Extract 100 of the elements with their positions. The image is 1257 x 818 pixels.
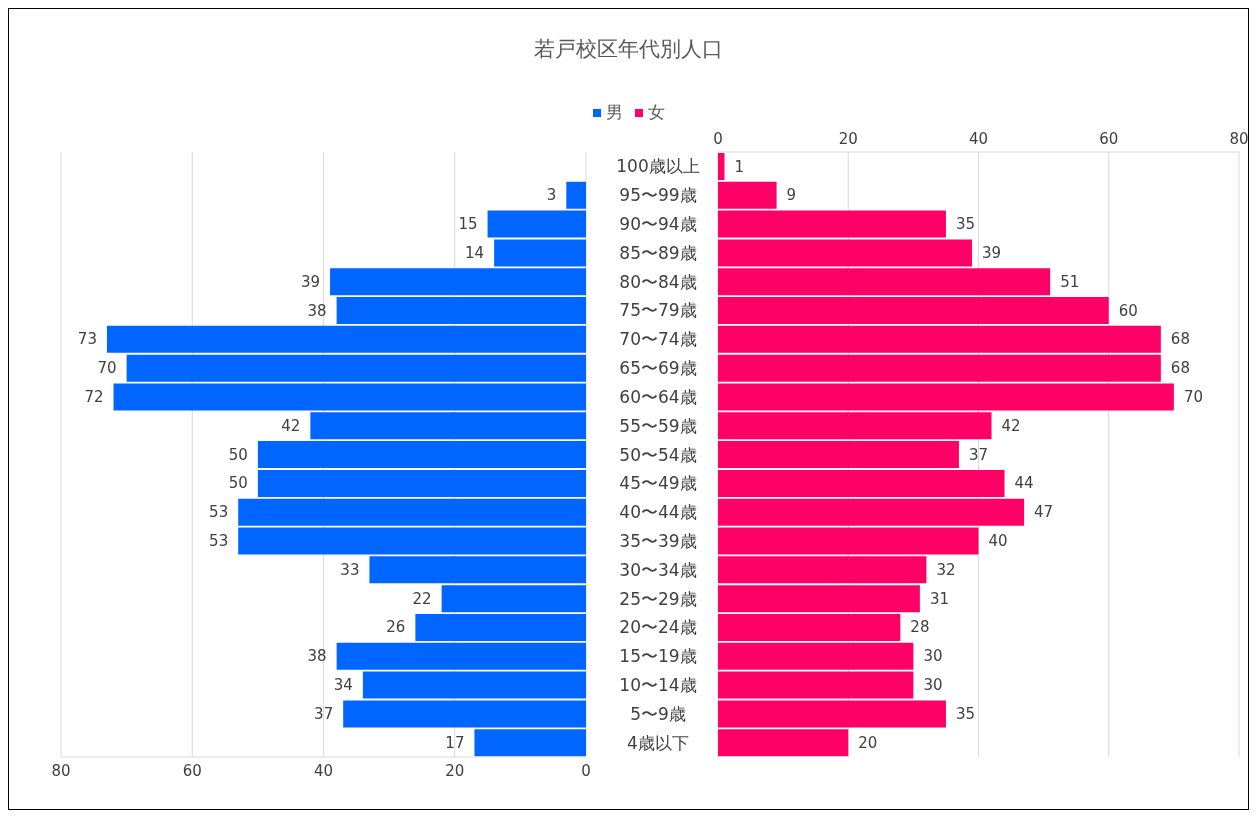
data-label: 14	[465, 243, 485, 262]
data-label: 30	[923, 647, 943, 666]
data-label: 51	[1060, 272, 1080, 291]
y-tick-label: 25〜29歳	[619, 588, 697, 609]
data-label: 70	[97, 359, 117, 378]
data-label: 38	[307, 301, 327, 320]
data-label: 60	[1118, 301, 1138, 320]
data-label: 39	[300, 272, 321, 291]
y-tick-label: 65〜69歳	[619, 358, 697, 379]
x-tick-label: 60	[182, 761, 202, 780]
data-label: 9	[786, 186, 797, 205]
bar	[718, 498, 1025, 526]
y-tick-label: 50〜54歳	[619, 444, 697, 465]
x-tick-label: 20	[445, 761, 465, 780]
data-label: 72	[84, 387, 104, 406]
y-tick-label: 35〜39歳	[619, 530, 697, 551]
data-label: 50	[228, 445, 248, 464]
bar	[718, 153, 725, 180]
bar	[718, 412, 992, 440]
y-tick-label: 100歳以上	[616, 156, 700, 177]
x-tick-label: 0	[713, 130, 723, 148]
data-label: 50	[228, 474, 248, 493]
data-label: 22	[412, 589, 432, 608]
bar	[718, 642, 914, 670]
y-tick-label: 5〜9歳	[630, 703, 686, 724]
y-tick-label: 10〜14歳	[619, 674, 697, 695]
legend-label: 男	[606, 101, 623, 124]
bar	[330, 268, 586, 296]
y-tick-label: 40〜44歳	[619, 502, 697, 523]
bar	[718, 585, 920, 613]
y-tick-label: 15〜19歳	[619, 646, 697, 667]
data-label: 39	[981, 243, 1002, 262]
bar	[336, 297, 586, 325]
data-label: 38	[307, 647, 327, 666]
data-label: 68	[1170, 359, 1190, 378]
data-label: 34	[333, 676, 353, 695]
data-label: 28	[910, 618, 930, 637]
data-label: 30	[923, 676, 943, 695]
data-label: 1	[734, 157, 745, 176]
bar	[718, 325, 1161, 353]
y-tick-label: 60〜64歳	[619, 386, 697, 407]
x-tick-label: 80	[1229, 130, 1249, 148]
data-label: 44	[1014, 474, 1034, 493]
bar	[238, 498, 586, 526]
data-label: 68	[1170, 330, 1190, 349]
data-label: 37	[314, 704, 334, 723]
y-tick-label: 95〜99歳	[619, 185, 697, 206]
data-label: 33	[340, 560, 360, 579]
data-label: 42	[281, 416, 301, 435]
y-tick-label: 85〜89歳	[619, 242, 697, 263]
legend-label: 女	[648, 101, 665, 124]
bar	[718, 268, 1051, 296]
bar	[718, 441, 959, 469]
data-label: 37	[968, 445, 989, 464]
bar	[718, 729, 849, 757]
data-label: 20	[858, 733, 878, 752]
data-label: 53	[209, 532, 229, 551]
data-label: 53	[209, 503, 229, 522]
data-label: 35	[955, 704, 976, 723]
data-label: 32	[936, 560, 956, 579]
y-tick-label: 30〜34歳	[619, 559, 697, 580]
x-tick-label: 40	[313, 761, 334, 780]
data-label: 73	[77, 330, 97, 349]
x-tick-label: 40	[968, 130, 989, 148]
data-label: 70	[1183, 387, 1203, 406]
y-tick-label: 45〜49歳	[619, 473, 697, 494]
y-tick-label: 90〜94歳	[619, 214, 697, 235]
data-label: 3	[546, 186, 557, 205]
y-tick-label: 4歳以下	[627, 732, 689, 753]
data-label: 17	[445, 733, 465, 752]
bar	[718, 469, 1005, 497]
data-label: 47	[1034, 503, 1054, 522]
bar	[310, 412, 586, 440]
y-tick-label: 55〜59歳	[619, 415, 697, 436]
bar	[415, 613, 586, 641]
x-tick-label: 80	[51, 761, 71, 780]
bar	[336, 642, 586, 670]
text: 若戸校区年代別人口	[533, 36, 724, 63]
x-tick-label: 20	[838, 130, 858, 148]
x-tick-label: 60	[1099, 130, 1119, 148]
bar	[718, 181, 777, 209]
y-tick-label: 75〜79歳	[619, 300, 697, 321]
bar	[257, 469, 586, 497]
bar	[106, 325, 586, 353]
y-tick-label: 70〜74歳	[619, 329, 697, 350]
bar	[474, 729, 586, 757]
data-label: 40	[988, 532, 1008, 551]
x-tick-label: 0	[581, 761, 591, 780]
data-label: 31	[929, 589, 949, 608]
data-label: 15	[458, 215, 478, 234]
bar	[441, 585, 586, 613]
bar	[718, 613, 901, 641]
data-label: 35	[955, 215, 976, 234]
y-tick-label: 20〜24歳	[619, 617, 697, 638]
data-label: 26	[386, 618, 406, 637]
data-label: 42	[1001, 416, 1021, 435]
bar	[566, 181, 586, 209]
bar	[257, 441, 586, 469]
y-tick-label: 80〜84歳	[619, 271, 697, 292]
bar	[718, 297, 1109, 325]
